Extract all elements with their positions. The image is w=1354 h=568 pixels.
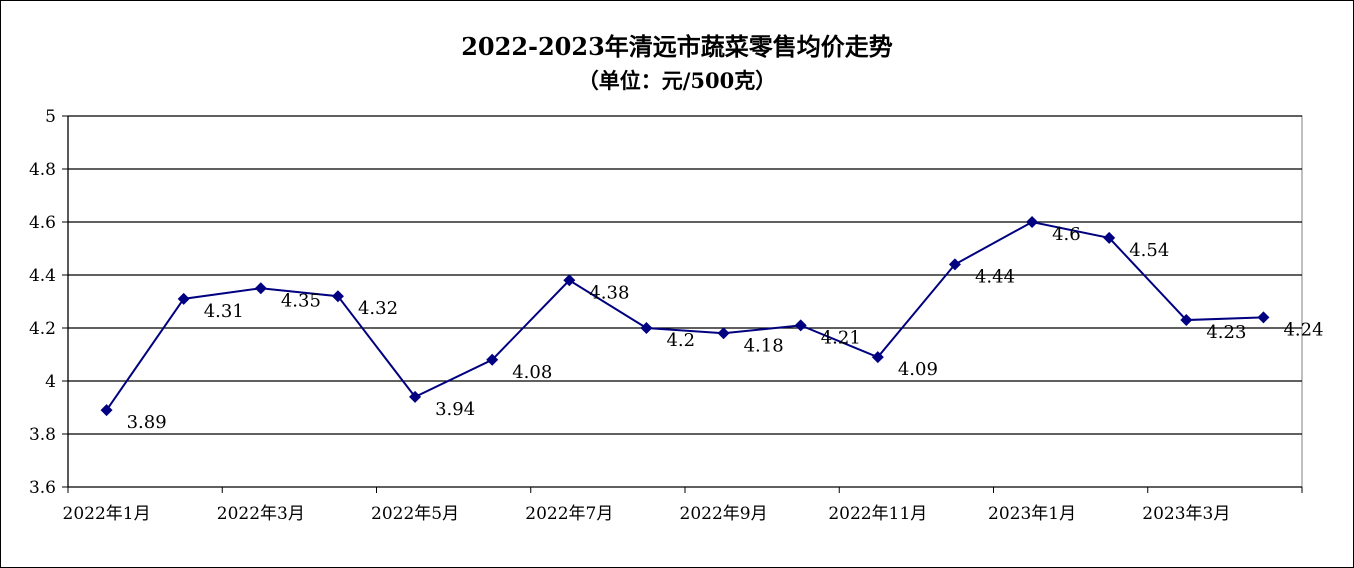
- y-tick-label: 4: [45, 372, 56, 392]
- data-point-marker: [563, 274, 576, 287]
- chart-subtitle: （单位：元/500克）: [577, 68, 777, 93]
- data-label: 4.38: [589, 282, 629, 303]
- x-tick-label: 2022年9月: [680, 504, 768, 524]
- data-label: 4.24: [1283, 319, 1323, 340]
- data-point-marker: [409, 390, 422, 403]
- data-point-marker: [640, 322, 653, 334]
- y-tick-label: 4.8: [29, 160, 56, 180]
- y-tick-label: 3.8: [29, 425, 56, 445]
- data-label: 4.32: [358, 298, 398, 319]
- data-label: 4.2: [666, 330, 695, 351]
- data-point-marker: [331, 290, 344, 303]
- data-label: 4.23: [1206, 322, 1246, 343]
- x-tick-label: 2022年11月: [828, 504, 927, 524]
- y-tick-label: 3.6: [29, 478, 56, 498]
- data-label: 4.21: [821, 327, 861, 348]
- y-tick-label: 4.4: [29, 266, 56, 286]
- x-tick-label: 2023年3月: [1142, 504, 1230, 524]
- data-point-marker: [1026, 216, 1039, 228]
- y-tick-label: 4.6: [29, 213, 56, 233]
- x-tick-label: 2022年3月: [217, 504, 305, 524]
- data-point-marker: [1257, 311, 1270, 324]
- data-point-marker: [1180, 314, 1193, 327]
- x-tick-label: 2022年1月: [63, 504, 151, 524]
- data-point-marker: [177, 292, 190, 305]
- series-line: [105, 220, 1264, 411]
- data-point-marker: [100, 404, 113, 417]
- y-tick-label: 5: [45, 107, 56, 127]
- data-label: 4.6: [1052, 224, 1081, 245]
- x-tick-label: 2022年5月: [371, 504, 459, 524]
- data-point-marker: [948, 258, 961, 271]
- data-label: 4.31: [204, 301, 244, 322]
- x-tick-label: 2022年7月: [525, 504, 613, 524]
- data-label: 4.54: [1129, 240, 1169, 261]
- data-label: 4.44: [975, 266, 1015, 287]
- data-label: 3.94: [435, 399, 475, 420]
- data-point-marker: [1103, 231, 1116, 244]
- y-tick-label: 4.2: [29, 319, 56, 339]
- data-point-marker: [794, 319, 807, 332]
- x-tick-label: 2023年1月: [988, 504, 1076, 524]
- data-label: 4.08: [512, 362, 552, 383]
- data-label: 4.09: [898, 359, 938, 380]
- data-point-marker: [486, 353, 499, 366]
- data-point-marker: [871, 351, 884, 364]
- data-label: 4.35: [281, 290, 321, 311]
- data-label: 4.18: [744, 335, 784, 356]
- plot-area: [67, 115, 1303, 488]
- data-point-marker: [717, 327, 730, 340]
- data-point-marker: [254, 282, 267, 295]
- chart-title: 2022-2023年清远市蔬菜零售均价走势: [461, 32, 893, 61]
- data-label: 3.89: [127, 412, 167, 433]
